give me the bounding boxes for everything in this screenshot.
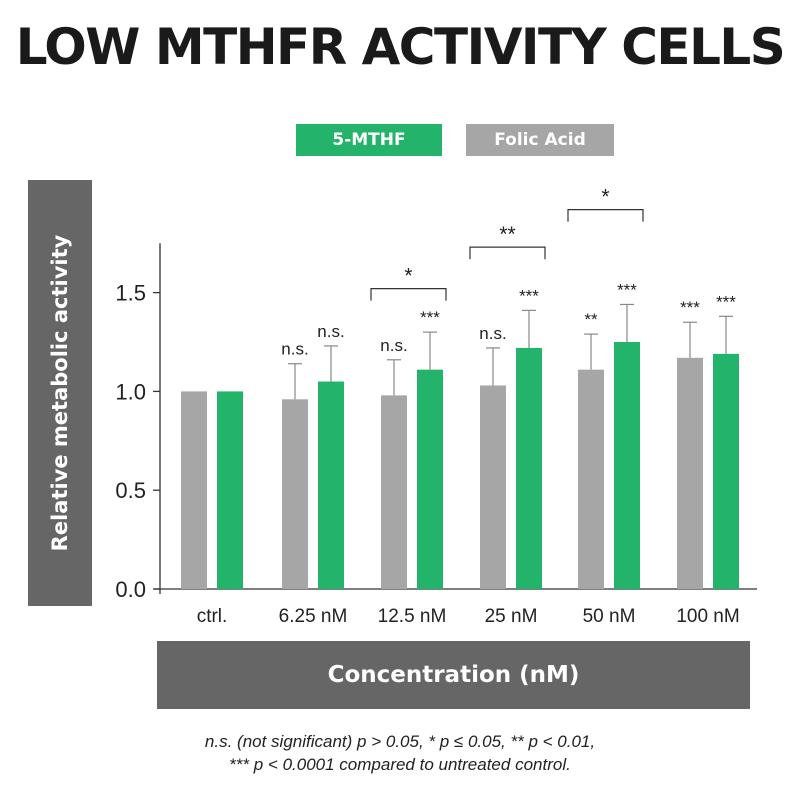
legend-item-folic-acid: Folic Acid: [466, 124, 614, 156]
5-mthf-bar: [217, 391, 243, 589]
folic-acid-significance-label: n.s.: [479, 324, 506, 343]
y-tick-label: 1.0: [115, 379, 146, 404]
folic-acid-bar: [381, 395, 407, 589]
x-tick-label: 12.5 nM: [378, 606, 447, 627]
comparison-significance-label: **: [499, 223, 515, 246]
x-axis-label: Concentration (nM): [157, 641, 750, 709]
x-tick-label: 25 nM: [485, 606, 538, 627]
folic-acid-significance-label: ***: [680, 298, 700, 317]
x-tick-label: 6.25 nM: [279, 606, 348, 627]
folic-acid-bar: [181, 391, 207, 589]
5-mthf-bar: [318, 381, 344, 589]
footnote-line-2: *** p < 0.0001 compared to untreated con…: [229, 755, 571, 774]
comparison-significance-label: *: [404, 265, 412, 288]
comparison-bracket: [370, 288, 447, 301]
5-mthf-bar: [516, 347, 542, 589]
5-mthf-bar: [614, 342, 640, 589]
folic-acid-significance-label: n.s.: [281, 340, 308, 359]
5-mthf-significance-label: n.s.: [317, 322, 344, 341]
x-tick-label: 50 nM: [583, 606, 636, 627]
y-tick-label: 0.5: [115, 478, 146, 503]
folic-acid-significance-label: n.s.: [380, 336, 407, 355]
5-mthf-significance-label: ***: [617, 280, 637, 299]
folic-acid-bar: [282, 399, 308, 589]
comparison-significance-label: *: [601, 186, 609, 209]
folic-acid-bar: [677, 357, 703, 589]
5-mthf-significance-label: ***: [420, 308, 440, 327]
5-mthf-significance-label: ***: [519, 286, 539, 305]
legend-item-5-mthf: 5-MTHF: [296, 124, 442, 156]
5-mthf-significance-label: ***: [716, 292, 736, 311]
footnote: n.s. (not significant) p > 0.05, * p ≤ 0…: [0, 730, 800, 776]
y-tick-label: 1.5: [115, 281, 146, 306]
y-axis-label-box: [28, 180, 92, 606]
chart-title: LOW MTHFR ACTIVITY CELLS: [15, 18, 786, 76]
y-tick-label: 0.0: [115, 577, 146, 602]
comparison-bracket: [469, 246, 546, 260]
x-tick-label: 100 nM: [676, 606, 739, 627]
5-mthf-bar: [417, 369, 443, 589]
folic-acid-bar: [480, 385, 506, 589]
x-tick-label: ctrl.: [197, 606, 228, 627]
5-mthf-bar: [713, 353, 739, 589]
folic-acid-bar: [578, 369, 604, 589]
folic-acid-significance-label: **: [584, 310, 598, 329]
comparison-bracket: [567, 209, 644, 222]
footnote-line-1: n.s. (not significant) p > 0.05, * p ≤ 0…: [204, 732, 596, 751]
